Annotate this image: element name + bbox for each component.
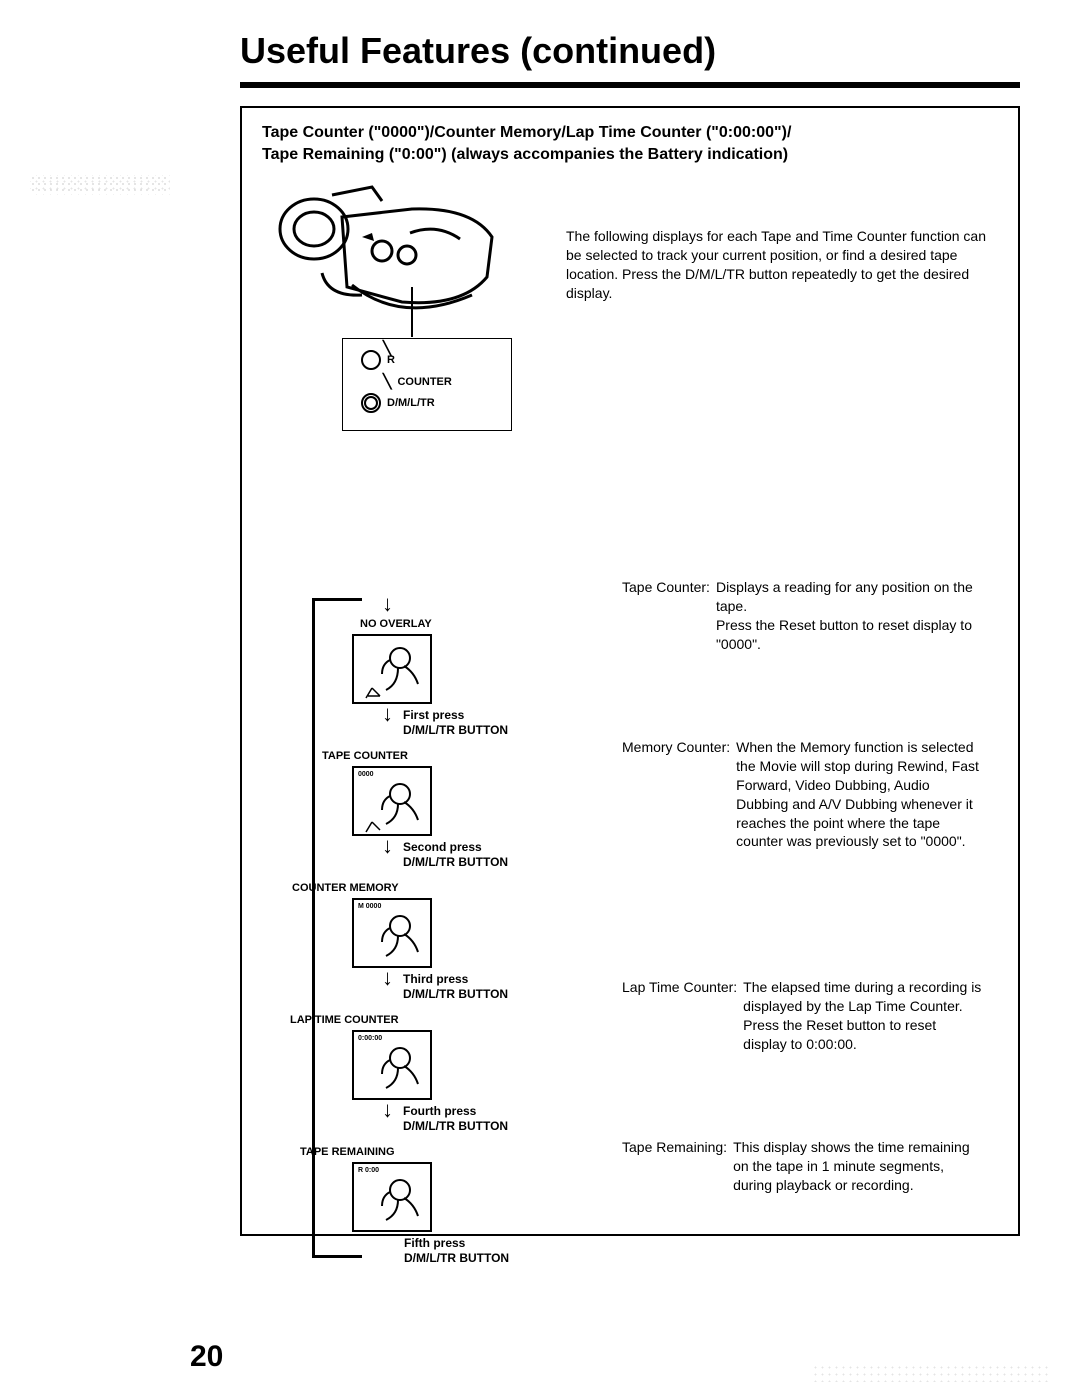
camcorder-illustration-area: ╲ R ╲ COUNTER D/M/L/TR bbox=[262, 177, 542, 431]
button-label: D/M/L/TR BUTTON bbox=[403, 855, 508, 869]
section-box: Tape Counter ("0000")/Counter Memory/Lap… bbox=[240, 106, 1020, 1236]
first-press-label: First press bbox=[403, 708, 464, 722]
button-label: D/M/L/TR BUTTON bbox=[403, 987, 508, 1001]
arrow-down-icon: ↓ bbox=[382, 840, 393, 851]
counter-readout: M 0000 bbox=[358, 903, 381, 910]
desc-body: Displays a reading for any position on t… bbox=[716, 578, 982, 654]
third-press-label: Third press bbox=[403, 972, 468, 986]
section-header-line2: Tape Remaining ("0:00") (always accompan… bbox=[262, 146, 788, 163]
counter-readout: R 0:00 bbox=[358, 1167, 379, 1174]
tape-counter-label: TAPE COUNTER bbox=[322, 750, 652, 762]
scan-noise bbox=[812, 1364, 1052, 1382]
reset-button-icon bbox=[361, 350, 381, 370]
counter-memory-label: COUNTER MEMORY bbox=[292, 882, 652, 894]
desc-body: This display shows the time remaining on… bbox=[733, 1138, 982, 1195]
dmltr-button-icon bbox=[361, 393, 381, 413]
camcorder-icon bbox=[262, 177, 522, 337]
counter-readout: 0:00:00 bbox=[358, 1035, 382, 1042]
button-label: D/M/L/TR BUTTON bbox=[403, 1119, 508, 1133]
tape-counter-desc: Tape Counter: Displays a reading for any… bbox=[622, 578, 982, 654]
scan-noise bbox=[30, 175, 170, 195]
arrow-down-icon: ↓ bbox=[382, 591, 393, 616]
fifth-press-label: Fifth press bbox=[404, 1236, 465, 1250]
tape-remaining-desc: Tape Remaining: This display shows the t… bbox=[622, 1138, 982, 1195]
dmltr-label: D/M/L/TR bbox=[387, 397, 435, 409]
second-press-label: Second press bbox=[403, 840, 482, 854]
arrow-down-icon: ↓ bbox=[382, 972, 393, 983]
viewfinder-frame: R 0:00 bbox=[352, 1162, 432, 1232]
arrow-down-icon: ↓ bbox=[382, 708, 393, 719]
viewfinder-frame: 0000 bbox=[352, 766, 432, 836]
viewfinder-frame bbox=[352, 634, 432, 704]
subject-icon bbox=[354, 636, 430, 702]
page-title: Useful Features (continued) bbox=[240, 30, 1020, 72]
no-overlay-label: NO OVERLAY bbox=[360, 618, 652, 630]
counter-label: COUNTER bbox=[397, 376, 451, 388]
memory-counter-desc: Memory Counter: When the Memory function… bbox=[622, 738, 982, 851]
button-label: D/M/L/TR BUTTON bbox=[404, 1251, 509, 1265]
viewfinder-frame: 0:00:00 bbox=[352, 1030, 432, 1100]
intro-text: The following displays for each Tape and… bbox=[566, 227, 998, 431]
lap-time-desc: Lap Time Counter: The elapsed time durin… bbox=[622, 978, 982, 1054]
section-header: Tape Counter ("0000")/Counter Memory/Lap… bbox=[262, 122, 998, 165]
counter-readout: 0000 bbox=[358, 771, 374, 778]
flow-column: ↓ NO OVERLAY ↓ First press bbox=[352, 598, 652, 1278]
viewfinder-frame: M 0000 bbox=[352, 898, 432, 968]
desc-body: The elapsed time during a recording is d… bbox=[743, 978, 982, 1054]
desc-body: When the Memory function is selected the… bbox=[736, 738, 982, 851]
title-rule bbox=[240, 82, 1020, 88]
tape-remaining-label: TAPE REMAINING bbox=[300, 1146, 652, 1158]
fourth-press-label: Fourth press bbox=[403, 1104, 476, 1118]
button-panel: ╲ R ╲ COUNTER D/M/L/TR bbox=[342, 338, 512, 431]
page-number: 20 bbox=[190, 1340, 223, 1374]
section-header-line1: Tape Counter ("0000")/Counter Memory/Lap… bbox=[262, 124, 791, 141]
lap-time-counter-label: LAP TIME COUNTER bbox=[290, 1014, 652, 1026]
button-label: D/M/L/TR BUTTON bbox=[403, 723, 508, 737]
arrow-down-icon: ↓ bbox=[382, 1104, 393, 1115]
